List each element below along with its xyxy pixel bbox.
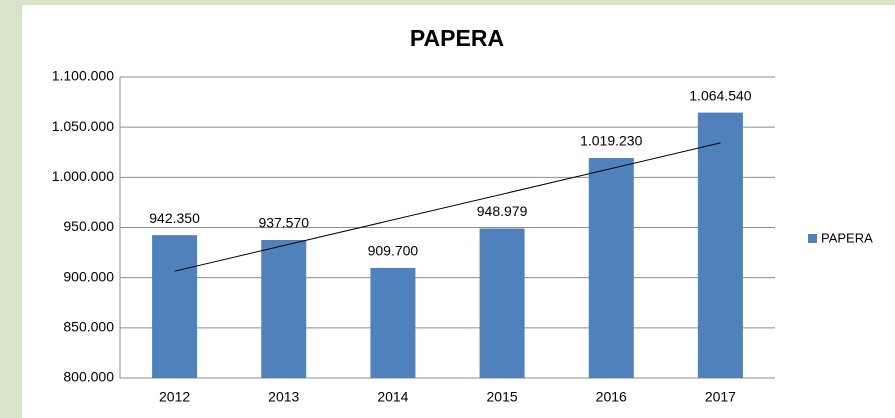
x-tick-label: 2012	[159, 389, 190, 405]
data-label: 909.700	[368, 243, 419, 259]
data-label: 942.350	[149, 210, 200, 226]
y-tick-label: 1.000.000	[52, 168, 114, 184]
y-tick-label: 950.000	[63, 218, 114, 234]
bar	[370, 267, 416, 378]
y-tick-label: 900.000	[63, 268, 114, 284]
legend-swatch	[808, 234, 817, 243]
x-tick-label: 2014	[377, 389, 408, 405]
data-label: 1.019.230	[580, 133, 642, 149]
y-tick-label: 1.050.000	[52, 118, 114, 134]
y-tick-label: 850.000	[63, 319, 114, 335]
y-tick-label: 800.000	[63, 369, 114, 385]
x-tick-label: 2016	[596, 389, 627, 405]
data-label: 948.979	[477, 203, 528, 219]
bar	[152, 235, 198, 378]
legend-label: PAPERA	[821, 230, 873, 245]
bar	[697, 112, 743, 379]
data-label: 1.064.540	[689, 87, 751, 103]
x-tick-label: 2017	[705, 389, 736, 405]
y-tick-label: 1.100.000	[52, 68, 114, 84]
bar	[261, 239, 307, 378]
chart-title: PAPERA	[410, 25, 504, 51]
data-label: 937.570	[258, 215, 309, 231]
x-tick-label: 2013	[268, 389, 299, 405]
bar	[479, 228, 525, 378]
x-tick-label: 2015	[487, 389, 518, 405]
trendline	[174, 142, 721, 272]
bar	[588, 158, 634, 378]
